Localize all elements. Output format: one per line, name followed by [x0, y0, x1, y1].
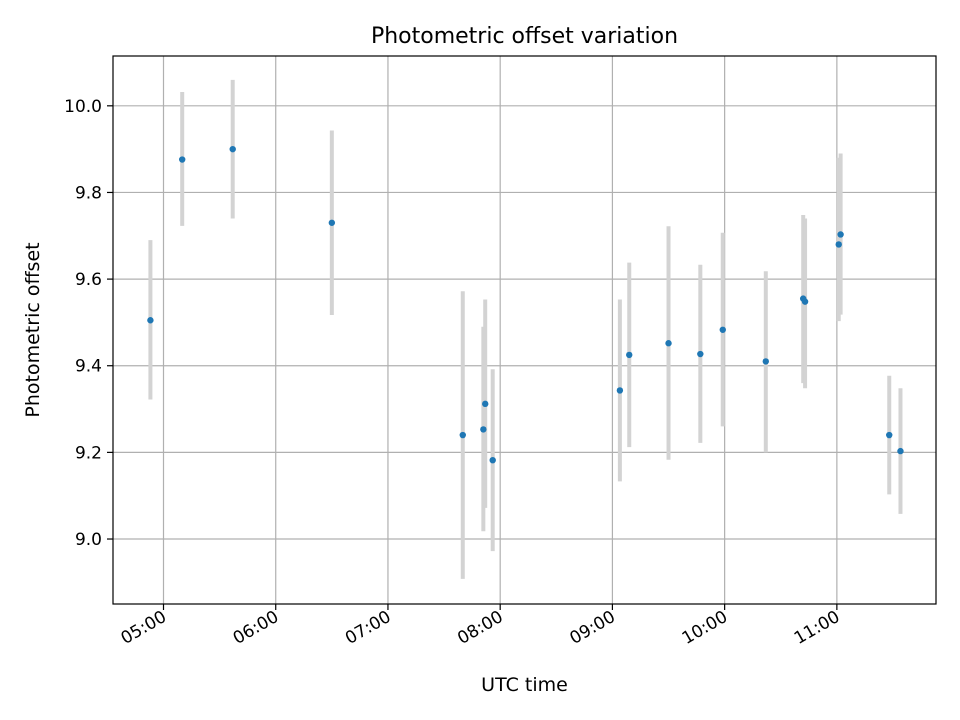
grid-lines: [113, 56, 936, 604]
data-point: [480, 426, 487, 433]
data-point: [179, 156, 186, 163]
y-tick-label: 9.6: [75, 270, 102, 290]
data-point: [616, 387, 624, 394]
data-point: [835, 241, 842, 248]
data-point: [147, 317, 154, 324]
y-axis-ticks: 9.0 9.2 9.4 9.6 9.8 10.0: [64, 97, 113, 550]
x-axis-label: UTC time: [481, 674, 568, 696]
data-points: [147, 145, 904, 464]
data-point: [719, 326, 726, 333]
data-point: [837, 231, 844, 238]
data-point: [665, 340, 672, 347]
data-point: [328, 219, 336, 226]
y-tick-label: 9.2: [75, 443, 102, 463]
data-point: [489, 456, 496, 464]
y-axis-label: Photometric offset: [22, 242, 44, 417]
data-point: [762, 358, 769, 365]
data-point: [459, 431, 466, 439]
data-point: [626, 351, 633, 359]
y-tick-label: 10.0: [64, 97, 102, 117]
data-point: [886, 431, 893, 439]
data-point: [897, 447, 904, 455]
chart-title: Photometric offset variation: [371, 24, 678, 49]
y-tick-label: 9.8: [75, 183, 102, 203]
data-point: [697, 350, 704, 358]
data-point: [801, 298, 809, 305]
plot-area-frame: [112, 55, 937, 605]
y-tick-label: 9.0: [75, 530, 102, 550]
data-point: [229, 145, 236, 153]
y-tick-label: 9.4: [75, 357, 102, 377]
data-point: [482, 400, 489, 408]
